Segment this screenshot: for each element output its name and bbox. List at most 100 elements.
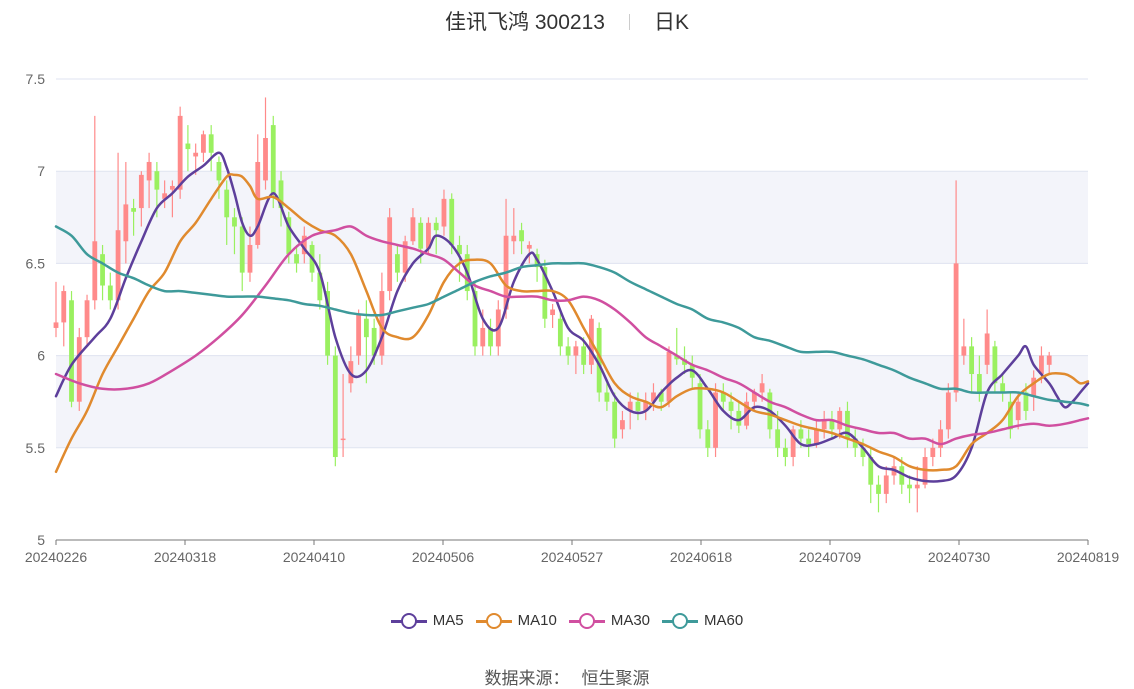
- candle-body: [224, 189, 230, 218]
- y-tick-label: 6.5: [26, 255, 46, 271]
- candle: [620, 410, 625, 439]
- candle: [1008, 392, 1013, 439]
- legend-item-ma30[interactable]: MA30: [568, 612, 651, 629]
- candle-body: [1023, 392, 1029, 411]
- candle: [511, 208, 517, 255]
- candle: [992, 340, 998, 393]
- title-divider: [628, 14, 630, 30]
- candle: [565, 337, 571, 365]
- candle: [953, 180, 959, 402]
- legend: MA5 MA10 MA30 MA60: [0, 612, 1134, 632]
- candle-body: [146, 161, 152, 181]
- legend-item-ma10[interactable]: MA10: [475, 612, 557, 629]
- candle-body: [255, 161, 261, 245]
- candle-body: [759, 383, 765, 393]
- candle-body: [138, 174, 144, 209]
- candle-body: [938, 429, 943, 448]
- candle: [162, 180, 168, 209]
- candle: [612, 392, 618, 448]
- candle-body: [356, 315, 362, 356]
- candle-body: [705, 429, 711, 448]
- candle-body: [340, 438, 346, 441]
- candle-body: [441, 198, 447, 227]
- candle-body: [294, 254, 299, 264]
- candle-body: [821, 420, 827, 430]
- candle: [596, 322, 602, 402]
- candle: [340, 374, 346, 458]
- legend-item-ma60[interactable]: MA60: [662, 612, 743, 629]
- candle-body: [736, 410, 742, 426]
- candle: [441, 189, 447, 236]
- candle: [736, 401, 742, 434]
- x-tick-label: 20240709: [799, 549, 862, 565]
- candle-body: [115, 230, 121, 301]
- candle: [100, 244, 105, 301]
- source-label: 数据来源：: [484, 669, 570, 688]
- candle-body: [713, 392, 718, 448]
- background-bands: [56, 171, 1088, 448]
- candle: [542, 259, 548, 328]
- candle-body: [317, 272, 323, 301]
- candle-body: [387, 217, 393, 292]
- x-tick-label: 20240819: [1057, 549, 1120, 565]
- candle-body: [488, 327, 493, 347]
- candle-body: [519, 230, 524, 242]
- candle: [379, 272, 385, 365]
- candle-body: [682, 359, 687, 365]
- candle-body: [84, 300, 90, 338]
- y-tick-label: 5.5: [26, 440, 46, 456]
- candle-body: [131, 208, 136, 212]
- candle: [519, 222, 524, 255]
- x-tick-label: 20240618: [670, 549, 733, 565]
- y-tick-label: 6: [37, 348, 45, 364]
- candle-body: [573, 346, 579, 356]
- ma-line-ma30: [54, 225, 1090, 446]
- candle: [635, 392, 641, 421]
- candle: [232, 208, 237, 255]
- candle: [123, 161, 129, 264]
- candle: [69, 291, 74, 408]
- legend-label: MA30: [610, 612, 651, 629]
- candle-body: [418, 222, 424, 249]
- candle-body: [620, 420, 625, 430]
- candle: [395, 244, 400, 282]
- candle: [410, 208, 416, 245]
- band-0: [56, 171, 1088, 264]
- candle: [876, 475, 881, 513]
- candle: [387, 208, 393, 301]
- candle-body: [511, 235, 517, 242]
- candle: [216, 156, 222, 199]
- candle-body: [798, 429, 804, 439]
- x-axis: 20240226 20240318 20240410 20240506 20240527…: [25, 539, 1120, 565]
- moving-average-lines: [54, 151, 1090, 483]
- candle: [263, 97, 268, 190]
- candle: [53, 281, 59, 338]
- candle-body: [239, 226, 245, 273]
- candle-body: [53, 322, 59, 328]
- candle: [550, 303, 556, 328]
- candle: [782, 438, 788, 467]
- candle-body: [395, 254, 400, 273]
- candle: [883, 466, 889, 504]
- legend-item-ma5[interactable]: MA5: [390, 612, 464, 629]
- candle: [852, 429, 858, 458]
- candle: [356, 309, 362, 365]
- candle: [573, 340, 579, 375]
- legend-marker-icon: [390, 612, 427, 629]
- period-label[interactable]: 日K: [653, 11, 689, 34]
- candle-body: [868, 457, 874, 485]
- candle-body: [371, 327, 377, 356]
- y-tick-label: 5: [37, 532, 45, 548]
- candle-body: [107, 285, 113, 301]
- candle-body: [612, 401, 618, 439]
- ma-line-ma60: [54, 225, 1090, 407]
- candle: [146, 152, 152, 209]
- candle-body: [185, 143, 191, 150]
- candle: [969, 337, 975, 393]
- candle-body: [860, 447, 866, 458]
- candles: [53, 97, 1052, 513]
- candle-body: [806, 438, 812, 445]
- candle: [208, 125, 214, 172]
- candle-body: [270, 125, 276, 194]
- candle: [138, 171, 144, 227]
